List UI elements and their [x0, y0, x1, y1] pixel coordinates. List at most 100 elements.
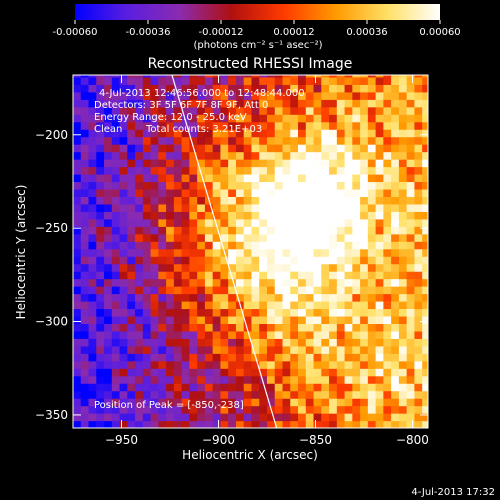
heatmap-cell — [329, 315, 338, 325]
heatmap-cell — [181, 136, 190, 145]
heatmap-cell — [235, 129, 245, 138]
heatmap-cell — [80, 75, 90, 78]
heatmap-cell — [274, 114, 284, 123]
heatmap-cell — [360, 106, 369, 115]
heatmap-cell — [305, 166, 315, 175]
heatmap-cell — [212, 75, 222, 78]
heatmap-cell — [111, 151, 121, 160]
heatmap-cell — [321, 218, 330, 227]
heatmap-cell — [305, 151, 315, 160]
heatmap-cell — [313, 241, 322, 250]
heatmap-cell — [166, 226, 175, 235]
heatmap-cell — [197, 300, 206, 310]
heatmap-cell — [305, 263, 315, 272]
heatmap-cell — [104, 353, 113, 362]
heatmap-cell — [135, 188, 144, 197]
heatmap-cell — [251, 375, 260, 384]
heatmap-cell — [197, 129, 206, 138]
heatmap-cell — [305, 173, 315, 183]
heatmap-cell — [352, 226, 361, 235]
heatmap-cell — [313, 188, 322, 197]
heatmap-cell — [243, 76, 253, 85]
heatmap-cell — [336, 398, 346, 407]
heatmap-cell — [391, 345, 400, 354]
heatmap-cell — [398, 114, 408, 123]
heatmap-cell — [414, 256, 423, 265]
heatmap-cell — [360, 99, 369, 108]
heatmap-cell — [336, 278, 346, 287]
heatmap-cell — [290, 315, 299, 325]
heatmap-cell — [243, 390, 253, 399]
colorbar-tick-label: -0.00060 — [53, 27, 98, 38]
heatmap-cell — [181, 383, 190, 392]
heatmap-cell — [142, 256, 152, 265]
heatmap-cell — [73, 308, 82, 317]
heatmap-cell — [298, 129, 307, 138]
heatmap-cell — [422, 383, 428, 392]
heatmap-cell — [321, 330, 330, 339]
heatmap-cell — [266, 151, 276, 160]
heatmap-cell — [119, 390, 128, 399]
heatmap-cell — [243, 353, 253, 362]
heatmap-cell — [298, 76, 307, 85]
heatmap-cell — [166, 308, 175, 317]
heatmap-cell — [290, 263, 299, 272]
heatmap-cell — [181, 226, 190, 235]
heatmap-cell — [329, 114, 338, 123]
heatmap-cell — [336, 263, 346, 272]
heatmap-cell — [150, 413, 159, 422]
heatmap-cell — [228, 315, 237, 325]
heatmap-cell — [391, 181, 400, 190]
heatmap-cell — [104, 308, 113, 317]
heatmap-cell — [228, 226, 237, 235]
heatmap-cell — [96, 91, 105, 100]
heatmap-cell — [235, 226, 245, 235]
heatmap-cell — [119, 375, 128, 384]
heatmap-cell — [111, 129, 121, 138]
heatmap-cell — [398, 218, 408, 227]
heatmap-cell — [414, 368, 423, 377]
heatmap-cell — [204, 136, 214, 145]
heatmap-cell — [243, 114, 253, 123]
heatmap-cell — [259, 413, 268, 422]
heatmap-cell — [391, 405, 400, 414]
heatmap-cell — [204, 398, 214, 407]
heatmap-cell — [329, 99, 338, 108]
heatmap-cell — [329, 173, 338, 183]
heatmap-cell — [329, 159, 338, 168]
x-axis-ticks: −950 −900 −850 −800 — [105, 75, 429, 447]
heatmap-cell — [220, 241, 229, 250]
heatmap-cell — [329, 106, 338, 115]
heatmap-cell — [259, 256, 268, 265]
heatmap-cell — [414, 75, 423, 78]
heatmap-cell — [111, 271, 121, 280]
heatmap-cell — [360, 315, 369, 325]
heatmap-cell — [352, 323, 361, 332]
heatmap-cell — [422, 293, 428, 302]
heatmap-cell — [305, 323, 315, 332]
heatmap-cell — [142, 144, 152, 153]
heatmap-cell — [313, 76, 322, 85]
heatmap-cell — [329, 286, 338, 295]
heatmap-cell — [313, 300, 322, 310]
heatmap-cell — [96, 375, 105, 384]
heatmap-cell — [197, 338, 206, 347]
heatmap-cell — [189, 91, 198, 100]
heatmap-cell — [422, 420, 428, 428]
heatmap-cell — [406, 226, 416, 235]
heatmap-cell — [204, 129, 214, 138]
heatmap-cell — [360, 173, 369, 183]
heatmap-cell — [204, 151, 214, 160]
heatmap-cell — [344, 159, 353, 168]
heatmap-cell — [204, 106, 214, 115]
heatmap-cell — [127, 353, 136, 362]
heatmap-cell — [127, 375, 136, 384]
heatmap-cell — [104, 390, 113, 399]
heatmap-cell — [166, 413, 175, 422]
heatmap-cell — [406, 151, 416, 160]
heatmap-cell — [360, 271, 369, 280]
heatmap-cell — [127, 75, 136, 78]
heatmap-cell — [235, 390, 245, 399]
heatmap-cell — [398, 420, 408, 428]
heatmap-cell — [321, 121, 330, 130]
